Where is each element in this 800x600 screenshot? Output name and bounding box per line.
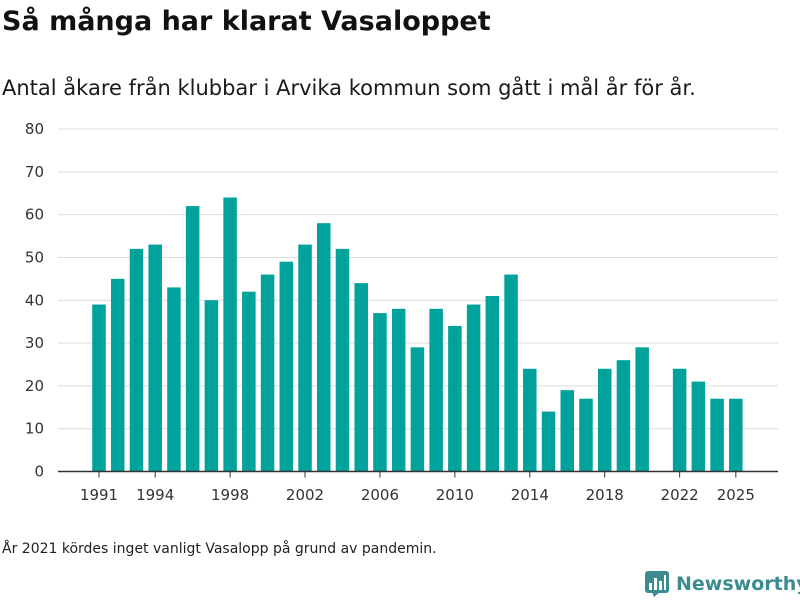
bar-1997 <box>204 300 219 472</box>
bar-1992 <box>110 278 125 472</box>
bar-2015 <box>541 411 556 472</box>
bar-2023 <box>691 381 706 472</box>
bar-2013 <box>504 274 518 472</box>
y-tick-label: 20 <box>25 377 44 395</box>
bar-2016 <box>560 390 574 472</box>
bar-2009 <box>429 308 443 472</box>
y-tick-label: 40 <box>25 291 44 309</box>
y-tick-label: 70 <box>25 163 44 181</box>
bar-2002 <box>298 244 312 472</box>
chart-subtitle: Antal åkare från klubbar i Arvika kommun… <box>2 76 696 100</box>
bar-2010 <box>448 325 462 472</box>
bar-2019 <box>616 360 631 472</box>
bar-2025 <box>729 398 743 472</box>
footnote: År 2021 kördes inget vanligt Vasalopp på… <box>2 541 437 557</box>
x-tick-label: 2010 <box>436 486 474 504</box>
x-tick-label: 2002 <box>286 486 324 504</box>
bar-2022 <box>672 368 687 472</box>
bar-2024 <box>710 398 724 472</box>
y-tick-label: 60 <box>25 206 44 224</box>
bar-1995 <box>167 287 181 472</box>
brand-name: Newsworthy <box>676 573 800 595</box>
bar-2000 <box>260 274 275 472</box>
bar-2006 <box>373 313 387 472</box>
x-tick-label: 1998 <box>211 486 249 504</box>
y-tick-label: 50 <box>25 248 44 266</box>
bar-2005 <box>354 283 368 472</box>
y-tick-label: 10 <box>25 420 44 438</box>
bar-1999 <box>242 291 256 472</box>
x-tick-label: 1994 <box>136 486 174 504</box>
y-tick-label: 30 <box>25 334 44 352</box>
bar-2011 <box>466 304 481 472</box>
bar-1996 <box>185 206 200 472</box>
bar-1991 <box>92 304 106 472</box>
bar-1994 <box>148 244 162 472</box>
x-tick-label: 2022 <box>661 486 699 504</box>
chart-title: Så många har klarat Vasaloppet <box>2 6 491 37</box>
bar-chart-logo-icon <box>645 571 669 597</box>
bar-2003 <box>317 223 331 472</box>
y-tick-label: 80 <box>25 120 44 138</box>
x-tick-label: 2014 <box>511 486 549 504</box>
y-tick-label: 0 <box>34 463 44 481</box>
bar-chart: 0 10 20 30 40 50 60 70 80 1991 1994 1998 2002 2006 201… <box>25 120 778 504</box>
bar-2020 <box>635 347 649 472</box>
x-tick-label: 1991 <box>80 486 118 504</box>
bar-2014 <box>523 368 537 472</box>
bar-1998 <box>223 197 237 472</box>
newsworthy-logo: Newsworthy <box>644 570 800 598</box>
x-tick-label: 2006 <box>361 486 399 504</box>
bar-2007 <box>391 308 406 472</box>
bar-2017 <box>579 398 593 472</box>
bar-2001 <box>279 261 294 472</box>
bar-2018 <box>597 368 612 472</box>
x-tick-label: 2018 <box>586 486 624 504</box>
bar-2012 <box>485 295 500 472</box>
x-tick-label: 2025 <box>717 486 755 504</box>
bar-2004 <box>335 248 350 472</box>
bar-1993 <box>129 248 144 472</box>
bar-2008 <box>410 347 425 472</box>
